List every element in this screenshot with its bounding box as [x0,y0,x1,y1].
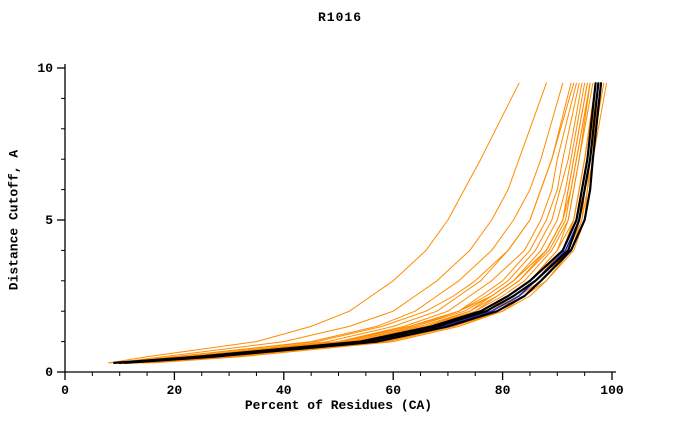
series-o23 [124,82,597,364]
tick-label: 10 [37,61,53,76]
tick-label: 20 [167,383,183,398]
series-o18 [130,82,597,364]
series-black-1 [118,82,600,364]
series-o3 [119,82,564,364]
series-o13 [119,82,591,364]
series-o9 [135,82,591,364]
tick-label: 100 [600,383,624,398]
tick-label: 0 [61,383,69,398]
y-axis-label: Distance Cutoff, A [6,149,22,291]
series-o17 [141,82,605,364]
tick-label: 40 [276,383,292,398]
series-o8 [124,82,586,364]
series-black-2 [124,82,603,364]
tick-label: 0 [45,365,53,380]
series-o12 [130,82,594,364]
series-o24 [141,82,602,364]
series-o22 [113,82,572,364]
series-o14 [152,82,602,364]
tick-label: 80 [495,383,511,398]
chart-title: R1016 [317,10,362,25]
x-axis-label: Percent of Residues (CA) [244,398,433,413]
series-o6 [119,82,577,364]
tick-label: 5 [45,213,53,228]
series-o16 [124,82,588,364]
series-black-3 [113,82,597,364]
series-o4 [108,82,575,364]
series-o19 [119,82,591,364]
series-o1 [108,82,520,364]
series-o15 [135,82,599,364]
series-o10 [113,82,583,364]
tick-label: 60 [385,383,401,398]
series-blue-1 [118,82,600,364]
series-o2 [113,82,547,364]
series-o20 [146,82,608,364]
